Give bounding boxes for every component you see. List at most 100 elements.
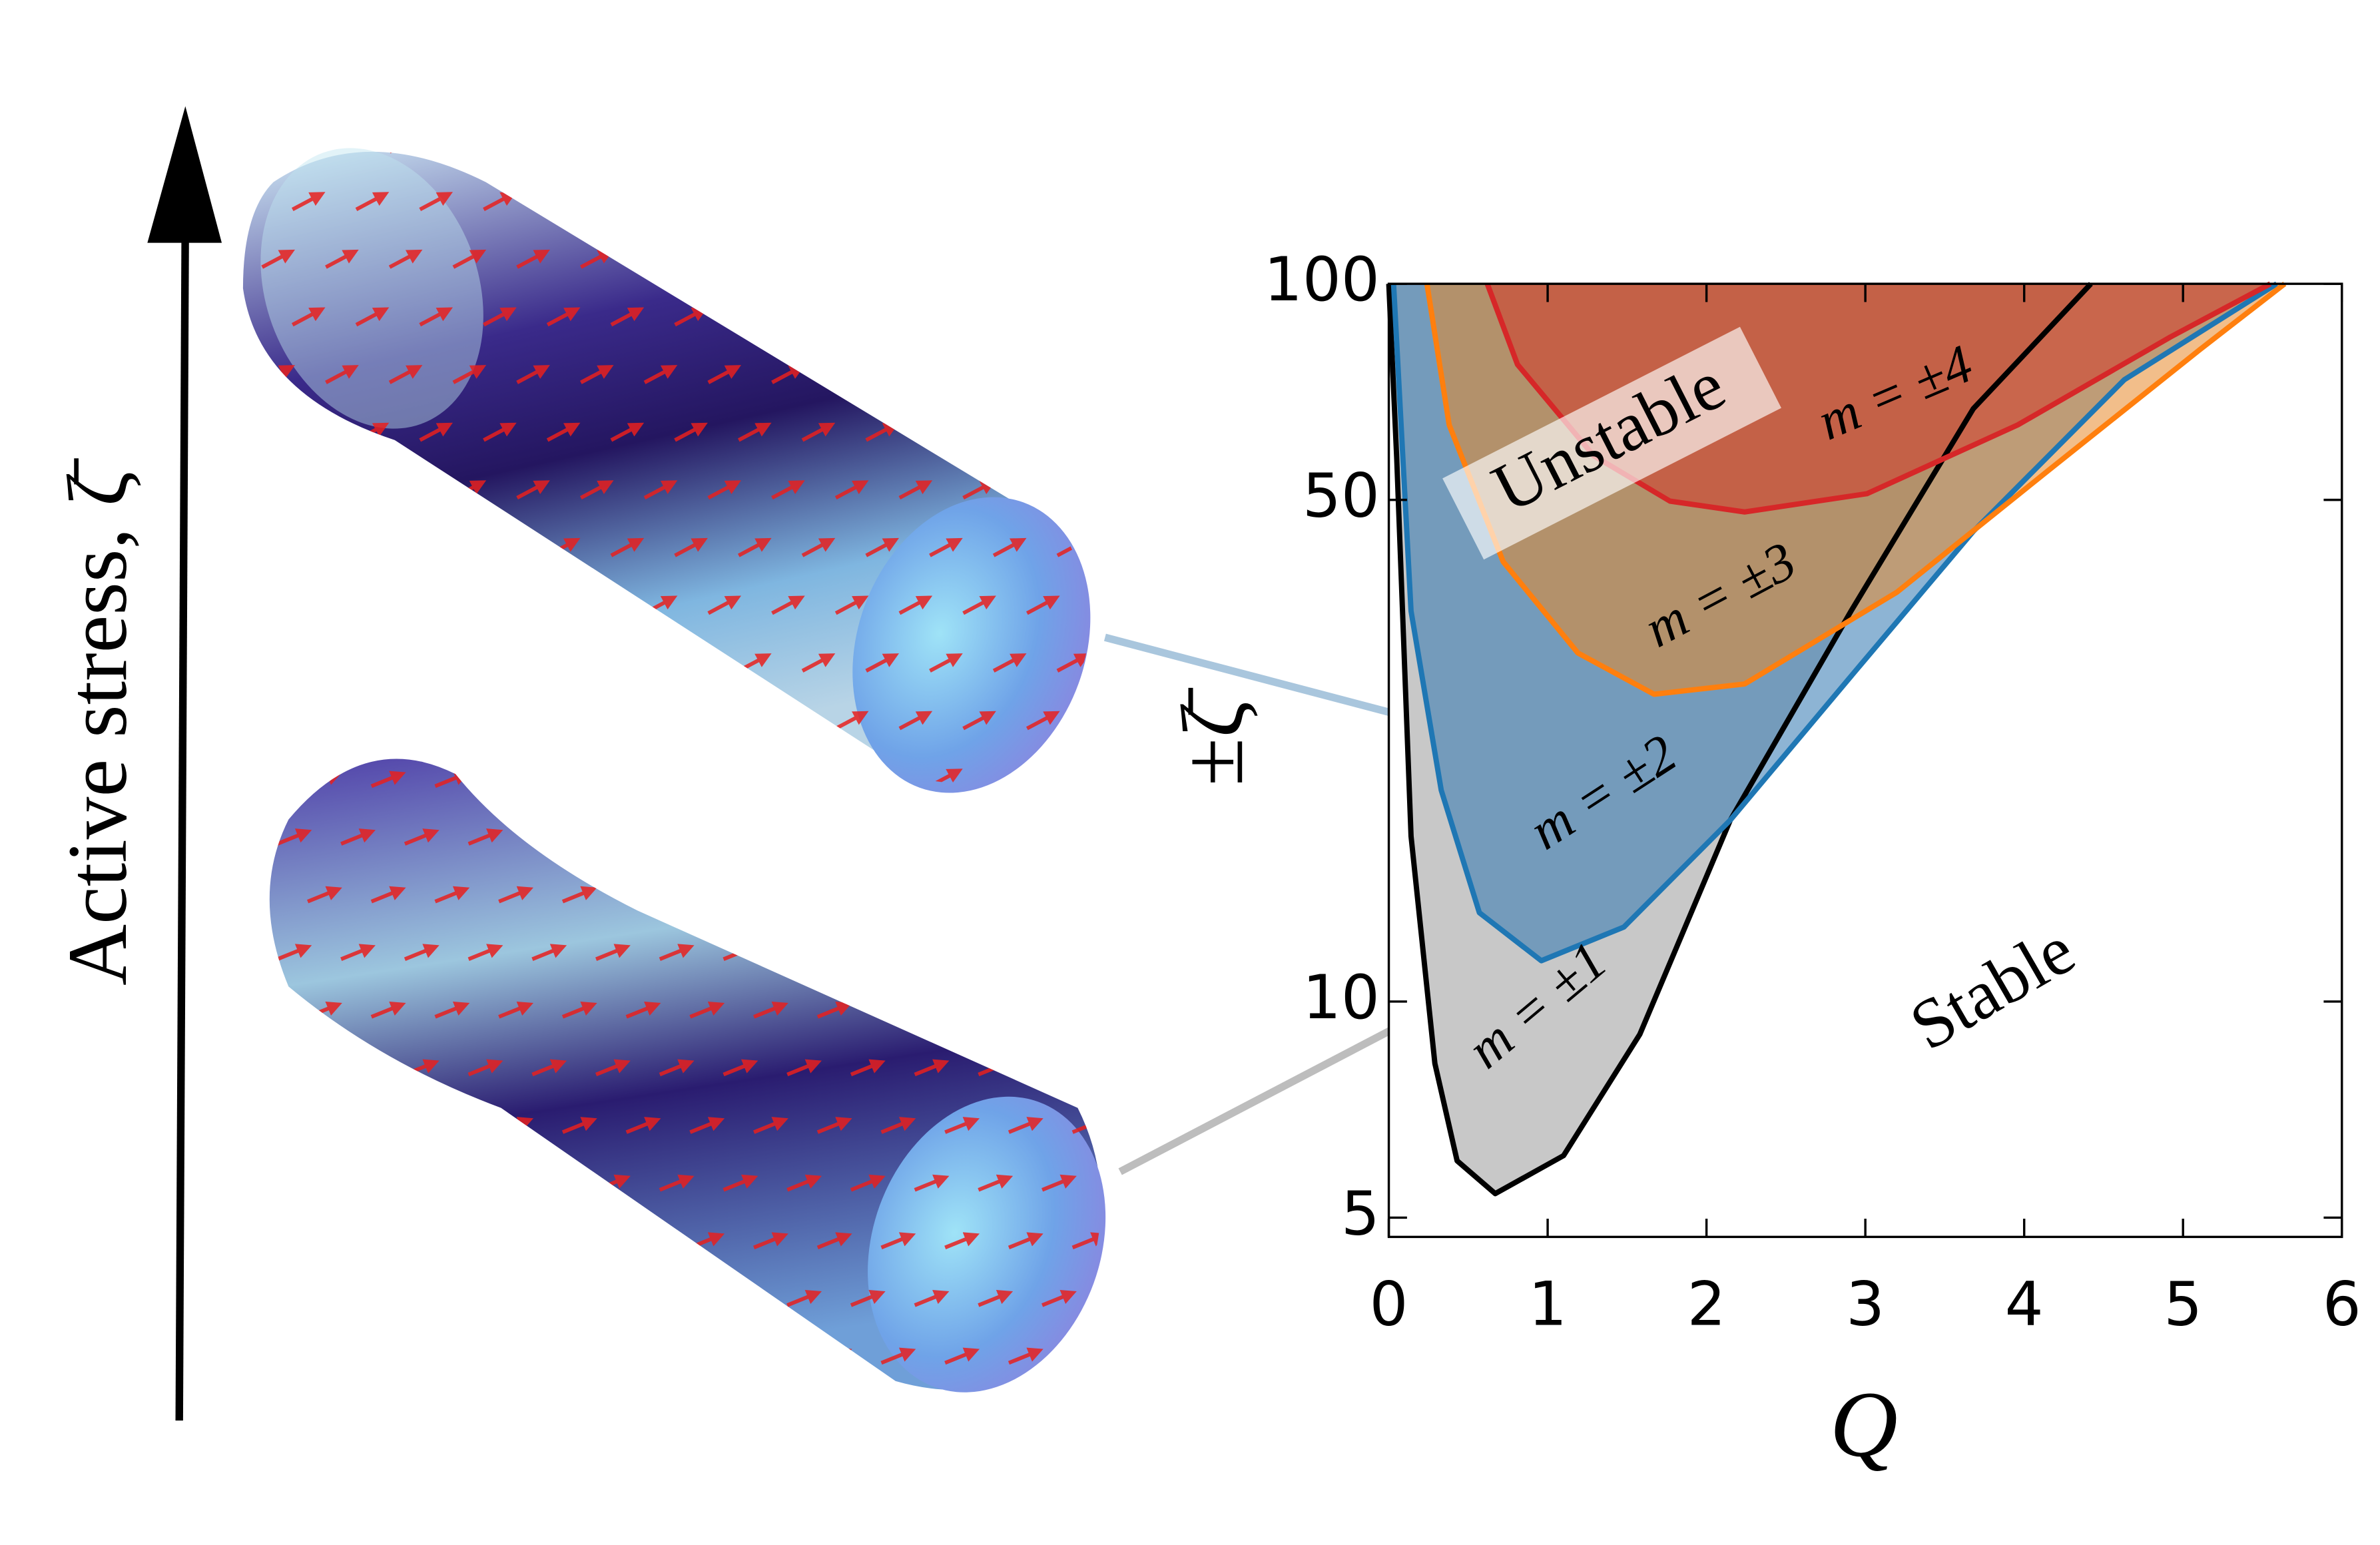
tube-arrow: [816, 886, 852, 904]
tube-arrow: [498, 1001, 533, 1019]
tube-arrow: [498, 771, 533, 788]
tube-arrow: [753, 771, 788, 788]
tube-arrow: [737, 192, 772, 212]
tube-arrow: [992, 192, 1027, 212]
tube-arrow: [340, 1289, 376, 1307]
tube-arrow: [419, 422, 453, 442]
tube-arrow: [325, 595, 359, 615]
tube-arrow: [483, 422, 517, 442]
tube-arrow: [419, 653, 453, 673]
tube-arrow: [978, 944, 1014, 961]
tube-arrow: [1121, 540, 1151, 556]
tube-bottom: [269, 716, 1137, 1392]
tube-arrow: [325, 249, 359, 269]
tube-arrow: [753, 886, 788, 904]
tube-arrow: [388, 365, 423, 384]
tube-arrow: [483, 653, 517, 673]
tube-arrow: [434, 1117, 470, 1134]
tube-arrow: [816, 771, 852, 788]
tube-arrow: [291, 192, 326, 212]
tube-arrow: [1091, 597, 1120, 613]
tube-arrow: [753, 1001, 788, 1019]
tube-arrow: [1056, 769, 1090, 783]
tube-arrow: [355, 653, 390, 673]
tube-arrow: [452, 711, 487, 731]
tube-arrow: [595, 944, 631, 961]
tube-arrow: [531, 1289, 567, 1307]
tube-arrow: [561, 1117, 597, 1134]
tube-arrow: [419, 192, 453, 212]
tube-arrow: [771, 711, 805, 731]
tube-arrow: [483, 307, 517, 327]
tube-arrow: [516, 711, 550, 731]
tube-arrow: [1106, 1062, 1137, 1075]
tube-arrow: [723, 1174, 758, 1192]
tube-arrow: [434, 886, 470, 904]
tube-arrow: [261, 711, 296, 731]
tube-arrow: [405, 716, 436, 729]
tube-arrow: [388, 595, 423, 615]
tube-arrow: [801, 192, 836, 212]
tube-arrow: [643, 365, 678, 384]
tube-arrow: [469, 716, 499, 729]
tube-arrow: [1056, 307, 1090, 327]
tube-arrow: [723, 828, 758, 846]
tube-arrow: [914, 1289, 950, 1307]
tube-arrow: [929, 653, 963, 673]
tube-arrow: [898, 249, 933, 269]
tube-arrow: [307, 886, 342, 904]
tube-arrow: [898, 151, 930, 154]
tube-arrow: [307, 1232, 342, 1249]
tube-arrow: [707, 249, 742, 269]
tube-arrow: [898, 595, 933, 615]
tube-arrow: [388, 249, 423, 269]
tube-arrow: [291, 769, 326, 783]
tube-arrow: [786, 944, 822, 961]
tube-arrow: [689, 1347, 725, 1365]
stability-curve: [1484, 281, 2272, 515]
tube-arrow: [388, 151, 420, 154]
tube-arrow: [801, 769, 836, 783]
tube-arrow: [340, 944, 376, 961]
tube-arrow: [753, 1232, 788, 1249]
tube-arrow: [595, 828, 631, 846]
tube-arrow: [707, 365, 742, 384]
tube-arrow: [850, 1174, 886, 1192]
tube-arrow: [1071, 1001, 1101, 1019]
tube-arrow: [340, 828, 376, 846]
tube-arrow: [914, 828, 950, 846]
tube-arrow: [261, 595, 296, 615]
tube-arrow: [850, 1059, 886, 1077]
tube-arrow: [865, 769, 900, 783]
tube-arrow: [531, 944, 567, 961]
tube-arrow: [307, 1117, 342, 1134]
x-tick-label: 1: [1528, 1269, 1567, 1339]
x-tick-label: 0: [1370, 1269, 1408, 1339]
tube-arrow: [737, 537, 772, 557]
tube-arrow: [850, 944, 886, 961]
tube-arrow: [531, 828, 567, 846]
tube-arrow: [674, 537, 708, 557]
connector: [1103, 633, 1424, 725]
stress-arrow: [175, 212, 190, 1421]
tube-arrow: [1121, 194, 1151, 210]
stability-curve: [1386, 282, 2093, 1197]
x-tick-label: 4: [2005, 1269, 2044, 1339]
x-tick-label: 6: [2323, 1269, 2361, 1339]
tube-arrow: [388, 480, 423, 500]
tube-arrow: [325, 480, 359, 500]
tube-arrow: [561, 1232, 597, 1249]
tube-arrow: [625, 886, 661, 904]
tube-arrow: [370, 886, 406, 904]
y-tick-label: 10: [1303, 962, 1380, 1033]
tube-arrow: [1071, 886, 1101, 904]
tube-arrow: [516, 595, 550, 615]
tube-arrow: [467, 944, 503, 961]
tube-arrow: [962, 365, 996, 384]
tube-arrow: [498, 1117, 533, 1134]
stress-arrowhead: [147, 106, 222, 243]
tube-arrow: [291, 653, 326, 673]
tube-arrow: [834, 711, 869, 731]
tube-arrow: [1071, 1347, 1101, 1365]
annotation-box: [1442, 326, 1781, 560]
